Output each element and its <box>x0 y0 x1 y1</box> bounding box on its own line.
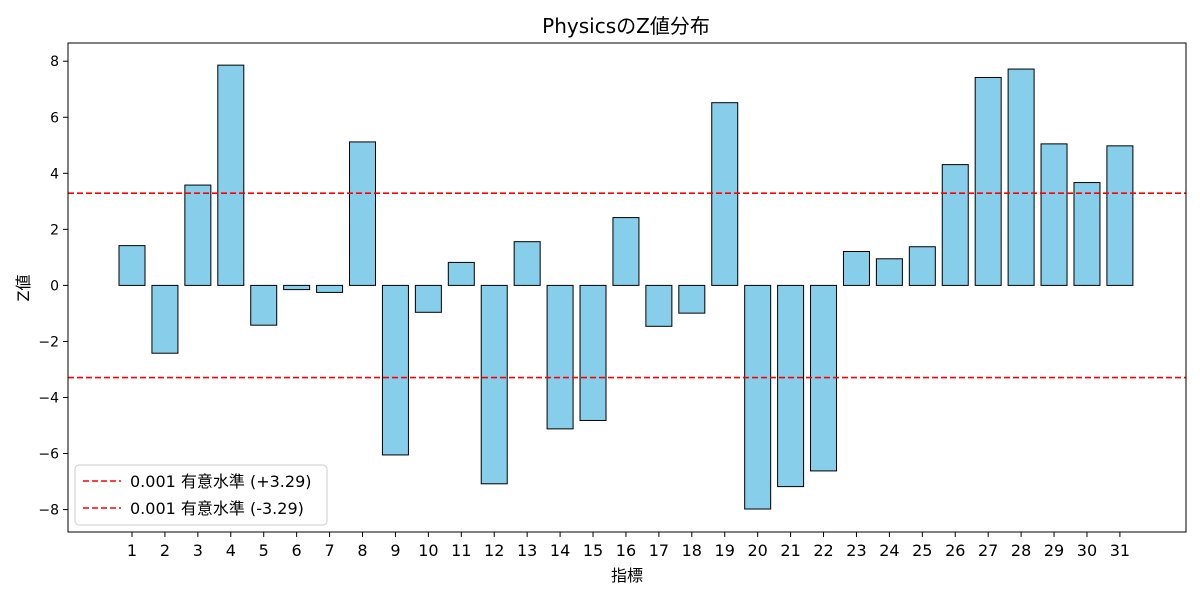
x-tick-label: 17 <box>649 541 669 560</box>
bar-1 <box>118 245 146 286</box>
x-axis-ticks: 1 2 3 4 5 6 7 8 9 10 11 12 13 14 15 16 17 18 19 20 21 22 23 24 2… <box>127 532 1130 560</box>
y-tick-label: −2 <box>38 334 59 350</box>
bar-8 <box>349 141 377 286</box>
x-tick-label: 1 <box>127 541 137 560</box>
x-tick-label: 19 <box>715 541 735 560</box>
x-tick-label: 21 <box>780 541 800 560</box>
x-tick-label: 13 <box>517 541 537 560</box>
bar-22 <box>810 284 838 472</box>
x-tick-label: 24 <box>879 541 899 560</box>
x-tick-label: 29 <box>1044 541 1064 560</box>
x-tick-label: 3 <box>193 541 203 560</box>
bar-19 <box>711 102 739 286</box>
bar-20 <box>744 284 772 510</box>
plot-frame <box>67 42 1187 533</box>
bar-11 <box>447 261 475 286</box>
x-tick-label: 8 <box>357 541 367 560</box>
y-tick-label: −6 <box>38 447 59 463</box>
y-tick-label: 4 <box>50 166 59 182</box>
y-axis-label: Z値 <box>14 275 33 302</box>
x-tick-label: 27 <box>978 541 998 560</box>
x-tick-label: 22 <box>813 541 833 560</box>
bar-9 <box>381 284 409 456</box>
bar-14 <box>546 284 574 430</box>
plot-area <box>67 42 1187 533</box>
x-axis-label: 指標 <box>611 566 643 585</box>
x-tick-label: 31 <box>1110 541 1130 560</box>
x-tick-label: 28 <box>1011 541 1031 560</box>
bar-16 <box>612 217 640 286</box>
x-tick-label: 2 <box>160 541 170 560</box>
legend-label-lower: 0.001 有意水準 (-3.29) <box>130 499 304 518</box>
bars-group <box>118 64 1134 510</box>
bar-18 <box>678 284 706 314</box>
x-tick-label: 25 <box>912 541 932 560</box>
x-tick-label: 7 <box>324 541 334 560</box>
bar-27 <box>974 76 1002 286</box>
x-tick-label: 6 <box>292 541 302 560</box>
bar-30 <box>1073 182 1101 286</box>
bar-7 <box>316 284 344 293</box>
y-tick-label: 2 <box>50 222 59 238</box>
bar-17 <box>645 284 673 327</box>
x-tick-label: 16 <box>616 541 636 560</box>
y-tick-label: 0 <box>50 278 59 294</box>
reference-lines-group <box>68 192 1186 379</box>
x-tick-label: 18 <box>682 541 702 560</box>
bar-10 <box>414 284 442 313</box>
x-tick-label: 9 <box>390 541 400 560</box>
bar-21 <box>777 284 805 488</box>
x-tick-label: 15 <box>583 541 603 560</box>
x-tick-label: 23 <box>846 541 866 560</box>
bar-25 <box>908 246 936 286</box>
bar-31 <box>1106 145 1134 286</box>
x-tick-label: 26 <box>945 541 965 560</box>
legend-label-upper: 0.001 有意水準 (+3.29) <box>130 472 312 491</box>
x-tick-label: 11 <box>451 541 471 560</box>
bar-23 <box>842 250 870 286</box>
x-tick-label: 5 <box>259 541 269 560</box>
x-tick-label: 10 <box>418 541 438 560</box>
bar-6 <box>283 284 311 291</box>
y-tick-label: −4 <box>38 390 59 406</box>
y-tick-label: −8 <box>38 503 59 519</box>
y-axis-ticks: −8 −6 −4 −2 0 2 4 6 8 <box>38 54 68 519</box>
x-tick-label: 20 <box>747 541 767 560</box>
x-tick-label: 14 <box>550 541 570 560</box>
x-tick-label: 30 <box>1077 541 1097 560</box>
bar-13 <box>513 241 541 286</box>
x-tick-label: 4 <box>226 541 236 560</box>
y-tick-label: 6 <box>50 110 59 126</box>
bar-2 <box>151 284 179 354</box>
bar-4 <box>217 64 245 286</box>
legend-box <box>74 464 328 526</box>
bar-3 <box>184 184 212 286</box>
bar-28 <box>1007 68 1035 286</box>
bar-26 <box>941 164 969 286</box>
chart-title: PhysicsのZ値分布 <box>542 14 710 38</box>
bar-29 <box>1040 143 1068 286</box>
bar-15 <box>579 284 607 421</box>
bar-5 <box>250 284 278 326</box>
y-tick-label: 8 <box>50 54 59 70</box>
bar-12 <box>480 284 508 485</box>
bar-24 <box>875 258 903 286</box>
legend: 0.001 有意水準 (+3.29) 0.001 有意水準 (-3.29) <box>74 464 328 526</box>
x-tick-label: 12 <box>484 541 504 560</box>
